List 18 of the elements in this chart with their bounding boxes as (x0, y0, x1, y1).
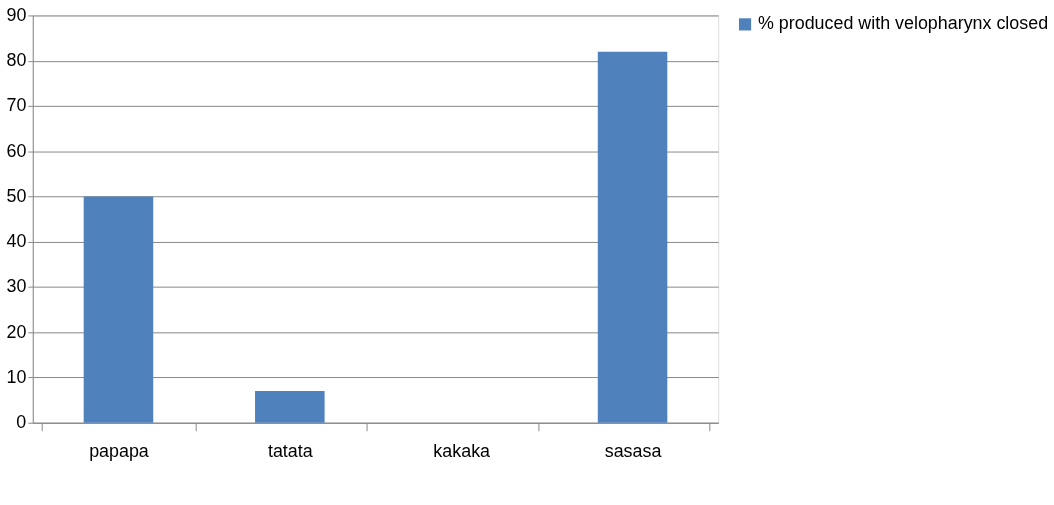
y-tick-label: 50 (6, 185, 27, 206)
bar (597, 51, 668, 423)
y-tick-label: 80 (6, 50, 27, 71)
x-tick-label: tatata (267, 441, 313, 462)
y-tick-label: 20 (6, 321, 27, 342)
legend-label: % produced with velopharynx closed (757, 13, 1049, 34)
y-tick-label: 70 (6, 95, 27, 116)
bar (83, 196, 154, 423)
y-tick-label: 10 (6, 366, 27, 387)
y-tick-label: 0 (16, 412, 27, 433)
y-tick-label: 90 (6, 4, 27, 25)
x-tick-label: kakaka (433, 441, 491, 462)
y-tick-label: 30 (6, 276, 27, 297)
y-tick-label: 60 (6, 140, 27, 161)
x-tick-label: sasasa (604, 441, 662, 462)
bar (255, 391, 325, 423)
x-tick-label: papapa (89, 441, 149, 462)
y-tick-label: 40 (6, 231, 27, 252)
